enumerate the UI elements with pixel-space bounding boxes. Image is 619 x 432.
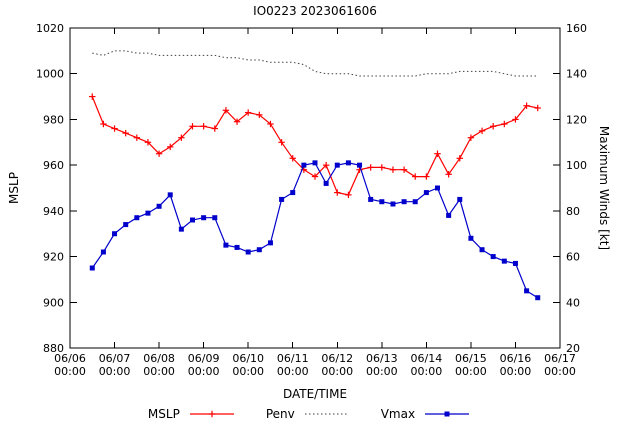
legend-item-penv: Penv [266,407,351,421]
legend-item-mslp: MSLP [148,407,236,421]
svg-text:06/11: 06/11 [277,352,309,365]
svg-text:06/08: 06/08 [143,352,175,365]
svg-text:06/14: 06/14 [411,352,443,365]
svg-text:100: 100 [566,159,587,172]
legend-label-mslp: MSLP [147,407,180,421]
chart-legend: MSLP Penv Vmax [0,407,619,421]
svg-text:06/16: 06/16 [500,352,532,365]
svg-text:00:00: 00:00 [232,365,264,378]
svg-text:940: 940 [43,205,64,218]
x-axis-label: DATE/TIME [282,387,348,401]
svg-text:06/12: 06/12 [321,352,353,365]
svg-text:140: 140 [566,68,587,81]
svg-text:960: 960 [43,159,64,172]
series-vmax [89,160,541,301]
svg-text:06/06: 06/06 [54,352,86,365]
svg-text:00:00: 00:00 [411,365,443,378]
svg-text:880: 880 [43,342,64,355]
svg-text:06/07: 06/07 [99,352,131,365]
chart-title: IO0223 2023061606 [253,4,377,18]
svg-text:06/17: 06/17 [544,352,576,365]
svg-text:920: 920 [43,251,64,264]
svg-text:120: 120 [566,113,587,126]
svg-text:980: 980 [43,113,64,126]
mslp-line-sample-icon [189,410,234,418]
svg-text:40: 40 [566,296,580,309]
svg-text:20: 20 [566,342,580,355]
svg-text:1000: 1000 [36,68,64,81]
svg-text:00:00: 00:00 [500,365,532,378]
svg-text:80: 80 [566,205,580,218]
svg-text:00:00: 00:00 [188,365,220,378]
svg-text:1020: 1020 [36,22,64,35]
svg-text:00:00: 00:00 [544,365,576,378]
svg-text:00:00: 00:00 [277,365,309,378]
series-mslp [89,93,541,199]
svg-text:06/10: 06/10 [232,352,264,365]
penv-line-sample-icon [304,413,349,415]
vmax-line-sample-icon [425,411,470,417]
legend-label-vmax: Vmax [380,407,416,421]
legend-item-vmax: Vmax [381,407,471,421]
svg-text:60: 60 [566,251,580,264]
svg-text:00:00: 00:00 [366,365,398,378]
svg-text:06/15: 06/15 [455,352,487,365]
series-penv [92,50,538,77]
svg-text:00:00: 00:00 [99,365,131,378]
legend-label-penv: Penv [265,407,295,421]
svg-text:900: 900 [43,296,64,309]
svg-text:00:00: 00:00 [54,365,86,378]
svg-text:06/13: 06/13 [366,352,398,365]
axes-frame [69,27,561,349]
svg-text:00:00: 00:00 [143,365,175,378]
svg-text:06/09: 06/09 [188,352,220,365]
svg-text:00:00: 00:00 [321,365,353,378]
svg-text:00:00: 00:00 [455,365,487,378]
svg-text:160: 160 [566,22,587,35]
